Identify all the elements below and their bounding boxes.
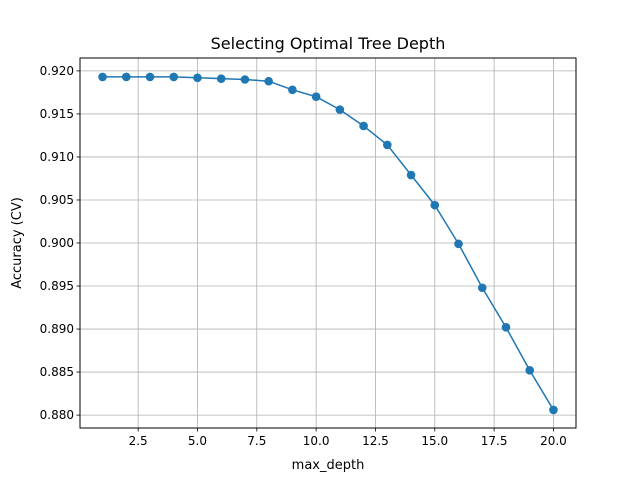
y-tick-label: 0.885 [40,365,74,379]
y-tick-label: 0.890 [40,322,74,336]
data-point [525,366,535,375]
data-point [335,105,345,114]
data-point [264,76,273,86]
x-tick-label: 5.0 [188,434,207,448]
x-tick-label: 7.5 [247,434,266,448]
x-tick-label: 20.0 [540,434,567,448]
y-tick-label: 0.905 [40,193,74,207]
data-point [193,73,202,83]
data-point [311,92,321,102]
y-axis-label: Accuracy (CV) [10,197,25,289]
x-tick-label: 17.5 [481,434,508,448]
data-point [288,85,297,95]
data-point [359,121,368,131]
grid [80,58,576,428]
x-tick-label: 2.5 [129,434,148,448]
chart-title: Selecting Optimal Tree Depth [211,34,446,53]
data-point [145,72,155,82]
x-axis-label: max_depth [292,458,365,473]
y-axis-ticks: 0.880 0.885 0.890 0.895 0.900 0.905 0.910 0.915… [40,64,80,422]
y-tick-label: 0.920 [40,64,74,78]
data-point [454,239,463,249]
data-point [383,140,392,150]
y-tick-label: 0.915 [40,107,74,121]
data-series [98,72,558,415]
x-axis-ticks: 2.5 5.0 7.5 10.0 12.5 15.0 17.5 20.0 [129,428,567,448]
data-point [169,72,179,82]
data-point [501,323,511,332]
x-tick-label: 15.0 [421,434,448,448]
data-point [549,405,558,415]
data-point [477,283,487,293]
data-point [406,170,416,180]
data-point [430,200,440,210]
y-tick-label: 0.900 [40,236,74,250]
x-tick-label: 12.5 [362,434,389,448]
x-tick-label: 10.0 [303,434,330,448]
y-tick-label: 0.910 [40,150,74,164]
y-tick-label: 0.895 [40,279,74,293]
data-point [240,75,250,84]
data-point [98,72,107,82]
data-point [121,72,131,82]
y-tick-label: 0.880 [40,408,74,422]
data-point [216,74,226,83]
